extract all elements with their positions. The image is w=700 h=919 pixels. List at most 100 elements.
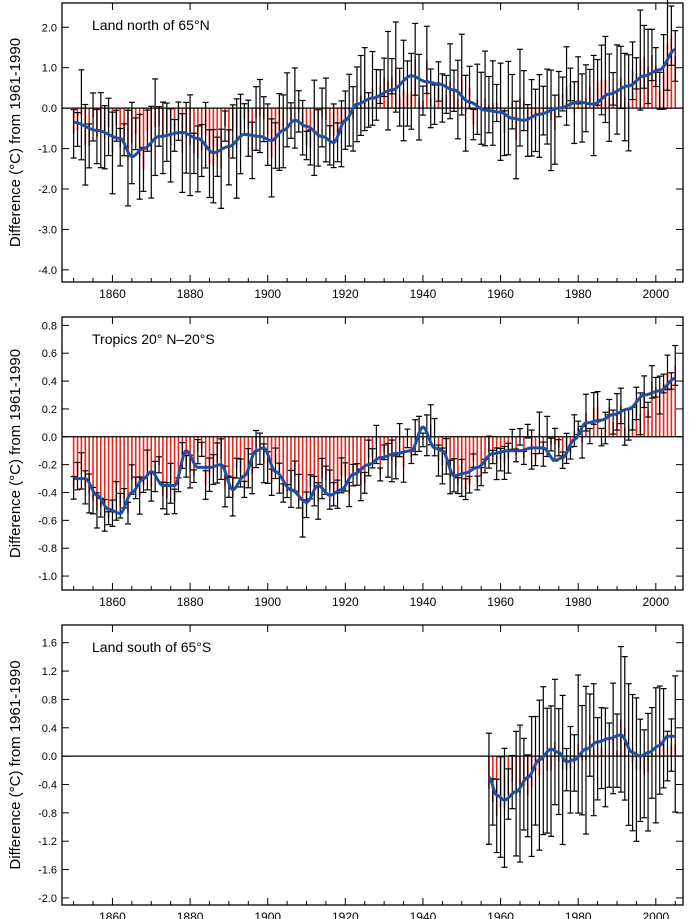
- y-tick-label-7: -0.6: [38, 515, 57, 527]
- bar-1966: [523, 436, 525, 458]
- y-tick-label-3: 0.4: [42, 723, 57, 735]
- y-tick-label-1: 1.0: [42, 63, 57, 75]
- panel-north-65: 1860 1880 1900 1920 1940 1960 1980 2000 2.0 1.0 0.…: [7, 0, 684, 301]
- bar-1850: [72, 436, 75, 488]
- y-tick-label-2: 0.8: [42, 694, 57, 706]
- y-tick-label-5: -3.0: [38, 224, 57, 236]
- y-tick-label-4: 0.0: [42, 432, 57, 444]
- bar-1868: [142, 108, 145, 170]
- bar-1915: [325, 436, 327, 481]
- bar-1929: [379, 436, 382, 475]
- bar-1911: [309, 436, 312, 487]
- bar-1918: [336, 436, 339, 495]
- bar-1964: [515, 436, 517, 456]
- bar-1859: [107, 436, 110, 519]
- bar-1881: [193, 108, 195, 154]
- x-tick-label-1980: 1980: [565, 910, 592, 919]
- y-tick-label-8: -0.8: [38, 543, 57, 555]
- x-tick-label-1860: 1860: [99, 287, 126, 301]
- bar-2005: [674, 55, 677, 109]
- bar-1947: [449, 436, 451, 478]
- y-tick-label-3: 0.2: [42, 404, 57, 416]
- y-tick-label-0: 0.8: [42, 320, 57, 332]
- bar-1886: [212, 436, 215, 470]
- bar-1866: [134, 436, 137, 488]
- y-tick-label-2: 0.0: [42, 103, 57, 115]
- y-tick-label-4: 0.0: [42, 751, 57, 763]
- bar-1892: [235, 436, 238, 469]
- x-tick-label-1860: 1860: [99, 910, 126, 919]
- bar-1951: [464, 436, 467, 490]
- bar-1925: [363, 436, 366, 483]
- bar-1854: [88, 436, 90, 494]
- y-tick-label-3: -1.0: [38, 144, 57, 156]
- bar-1914: [321, 436, 323, 479]
- bar-1937: [410, 436, 413, 458]
- bar-1857: [100, 436, 102, 508]
- y-tick-label-5: -0.4: [38, 779, 57, 791]
- bar-1855: [92, 436, 94, 501]
- bar-2000: [655, 387, 657, 437]
- bar-1917: [332, 436, 335, 495]
- bar-1999: [651, 54, 653, 109]
- bar-1954: [476, 436, 479, 483]
- y-tick-label-9: -2.0: [38, 893, 57, 905]
- bar-1874: [165, 436, 168, 499]
- bar-1920: [344, 436, 347, 477]
- y-tick-label-5: -0.2: [38, 460, 57, 472]
- bar-1905: [286, 436, 288, 492]
- bar-1988: [608, 407, 611, 437]
- x-tick-label-1920: 1920: [332, 910, 359, 919]
- bar-1856: [96, 436, 98, 511]
- y-axis-label-north: Difference (°C) from 1961-1990: [7, 38, 24, 247]
- y-tick-label-8: -1.6: [38, 865, 57, 877]
- x-tick-label-2000: 2000: [642, 287, 669, 301]
- x-tick-label-1940: 1940: [410, 595, 437, 609]
- y-tick-label-1: 0.6: [42, 348, 57, 360]
- y-tick-label-6: -4.0: [38, 265, 57, 277]
- plot-area-south: 1860 1880 1900 1920 1940 1960 1980 2000 1.6 1.2 0.…: [38, 624, 684, 919]
- x-tick-label-1900: 1900: [254, 595, 281, 609]
- bar-1913: [317, 436, 319, 501]
- bar-1889: [224, 436, 226, 487]
- bar-1873: [162, 436, 164, 496]
- y-tick-label-6: -0.8: [38, 808, 57, 820]
- bar-1904: [282, 436, 285, 493]
- bar-1865: [131, 436, 133, 480]
- x-tick-label-1980: 1980: [565, 595, 592, 609]
- bar-1877: [177, 436, 180, 485]
- bar-1862: [119, 436, 122, 506]
- panel-south-65: 1860 1880 1900 1920 1940 1960 1980 2000 1.6 1.2 0.…: [7, 624, 684, 919]
- bar-2005: [674, 365, 677, 437]
- x-tick-label-1960: 1960: [487, 595, 514, 609]
- bar-1976: [561, 436, 564, 461]
- bar-1906: [290, 436, 292, 489]
- panel-label-south: Land south of 65°S: [92, 639, 211, 655]
- x-tick-label-2000: 2000: [642, 910, 669, 919]
- bar-1891: [231, 436, 234, 497]
- bar-1903: [278, 436, 281, 479]
- bar-1864: [127, 436, 129, 514]
- bar-1894: [243, 436, 246, 490]
- bar-1870: [150, 436, 153, 488]
- bar-1958: [492, 436, 494, 457]
- bar-1851: [76, 436, 79, 477]
- bar-1919: [340, 436, 343, 476]
- plot-frame: [61, 316, 684, 591]
- bar-1860: [111, 436, 114, 514]
- smoothed-curve: [73, 48, 676, 159]
- y-tick-label-0: 1.6: [42, 638, 57, 650]
- x-tick-label-1880: 1880: [177, 595, 204, 609]
- y-tick-label-0: 2.0: [42, 22, 57, 34]
- bar-1949: [457, 436, 459, 486]
- y-axis-label-south: Difference (°C) from 1961-1990: [7, 660, 24, 869]
- x-tick-label-1940: 1940: [410, 910, 437, 919]
- y-tick-label-2: 0.4: [42, 376, 57, 388]
- bar-1910: [305, 436, 308, 505]
- bar-1863: [123, 436, 125, 499]
- plot-area-tropics: 1860 1880 1900 1920 1940 1960 1980 2000 0.8 0.6 0.…: [38, 316, 684, 609]
- bar-1876: [173, 436, 176, 502]
- bar-1956: [484, 436, 486, 466]
- bar-1927: [371, 436, 374, 459]
